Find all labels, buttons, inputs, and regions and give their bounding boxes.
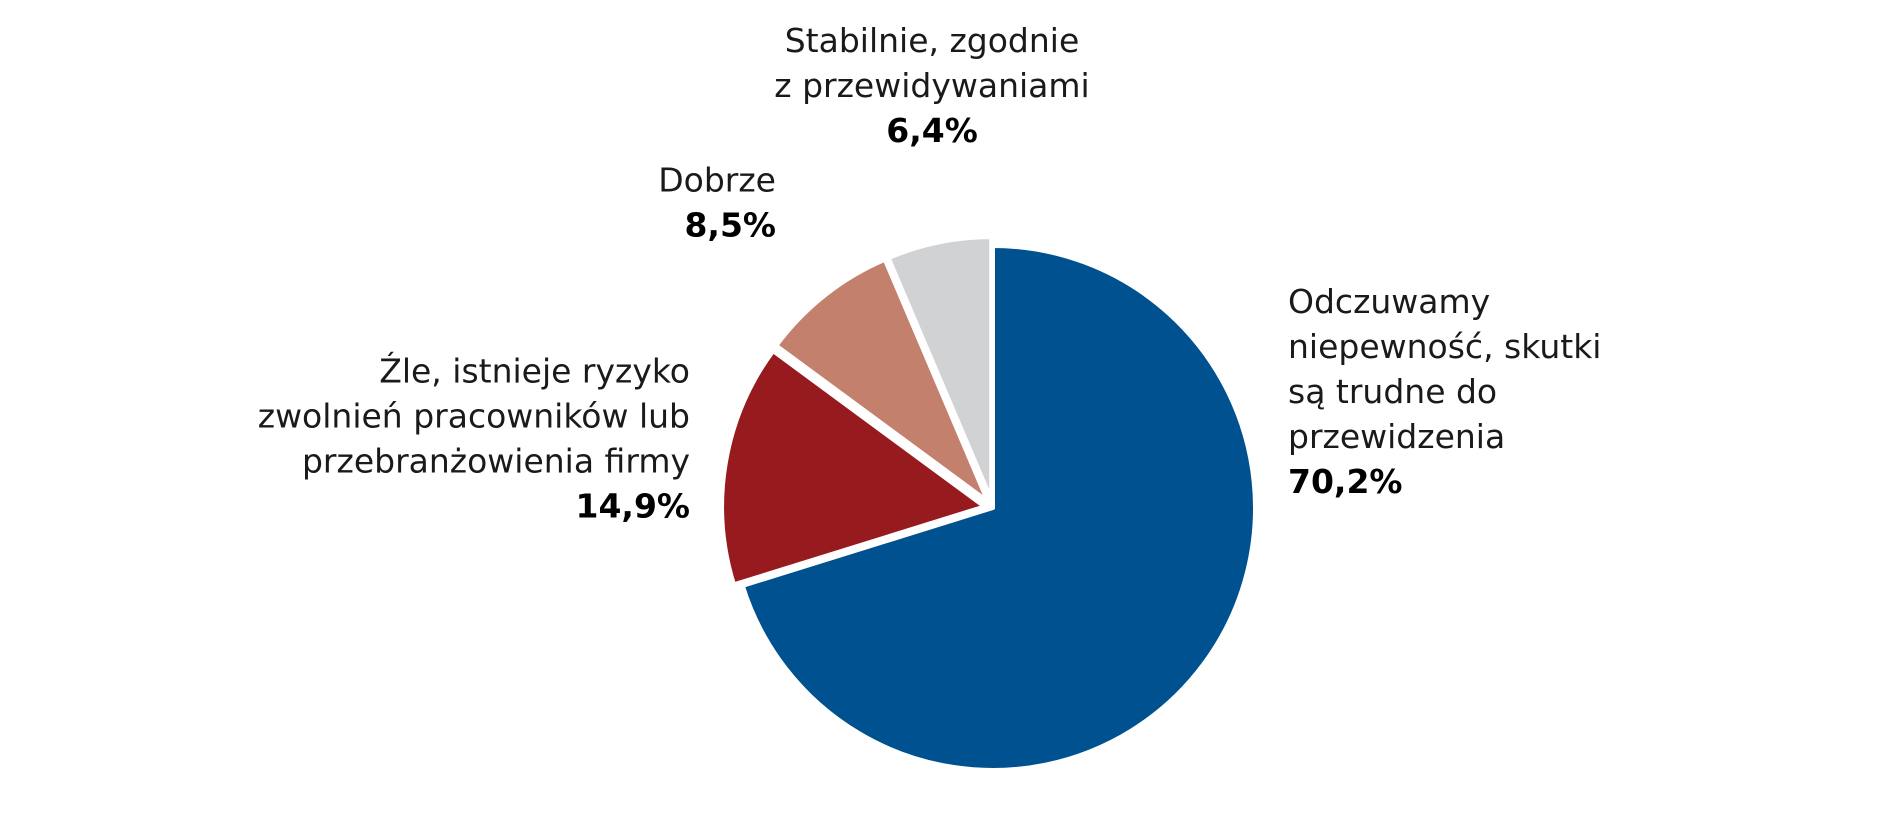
labels-layer: Odczuwamy niepewność, skutki są trudne do p… — [258, 21, 1602, 526]
slice-label-line: z przewidywaniami — [774, 66, 1089, 105]
slice-value-label: 6,4% — [886, 111, 978, 150]
slice-label-line: niepewność, skutki — [1288, 327, 1601, 366]
slice-label-line: zwolnień pracowników lub — [258, 397, 690, 436]
slice-label-3: Stabilnie, zgodnie z przewidywaniami 6,4% — [774, 21, 1089, 150]
slice-label-line: Odczuwamy — [1288, 282, 1490, 321]
pie-slice-1 — [720, 349, 987, 587]
pie-slice-0 — [740, 244, 1257, 772]
slice-label-line: przewidzenia — [1288, 417, 1505, 456]
pie-slice-2 — [774, 257, 990, 503]
slice-value-label: 14,9% — [576, 487, 691, 526]
slice-label-2: Dobrze 8,5% — [658, 161, 776, 245]
slices-layer — [720, 235, 1257, 772]
pie-slice-3 — [886, 235, 994, 502]
slice-label-line: Stabilnie, zgodnie — [785, 21, 1080, 60]
slice-label-1: Źle, istnieje ryzyko zwolnień pracowników… — [258, 351, 690, 526]
slice-value-label: 8,5% — [684, 206, 776, 245]
slice-label-line: przebranżowienia firmy — [302, 442, 690, 481]
slice-label-0: Odczuwamy niepewność, skutki są trudne do p… — [1288, 282, 1601, 501]
slice-value-label: 70,2% — [1288, 462, 1403, 501]
slice-label-line: Źle, istnieje ryzyko — [379, 351, 690, 391]
slice-label-line: Dobrze — [658, 161, 776, 200]
slice-label-line: są trudne do — [1288, 372, 1497, 411]
